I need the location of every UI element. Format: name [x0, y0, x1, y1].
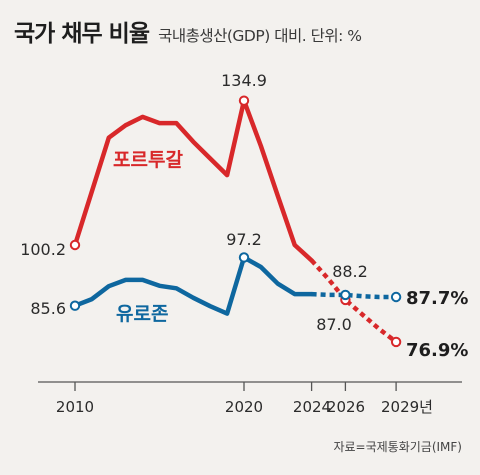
eurozone-point-2010	[69, 300, 81, 311]
eurozone-point-2029	[390, 291, 402, 303]
eurozone-2026-label: 88.2	[332, 262, 368, 281]
chart-header: 국가 채무 비율 국내총생산(GDP) 대비. 단위: %	[14, 14, 362, 48]
portugal-peak-label: 134.9	[221, 71, 267, 90]
portugal-end-label: 76.9%	[406, 340, 468, 361]
portugal-line-projection	[309, 258, 398, 344]
eurozone-end-label: 87.7%	[406, 288, 468, 309]
x-tick-label-2029: 2029년	[381, 398, 433, 416]
x-tick-label-2010: 2010	[56, 398, 94, 416]
portugal-start-label: 100.2	[20, 240, 66, 259]
portugal-point-2020	[238, 95, 250, 106]
x-tick-label-2026: 2026	[327, 398, 365, 416]
eurozone-start-label: 85.6	[30, 299, 66, 318]
eurozone-line-projection	[311, 291, 397, 300]
chart-title: 국가 채무 비율	[14, 21, 150, 47]
portugal-line-actual	[72, 98, 314, 263]
x-tick-label-2020: 2020	[225, 398, 263, 416]
portugal-series-label: 포르투갈	[113, 149, 183, 171]
portugal-point-2029	[390, 336, 402, 348]
chart-subtitle: 국내총생산(GDP) 대비. 단위: %	[158, 27, 362, 45]
x-tick-label-2024: 2024	[293, 398, 331, 416]
portugal-point-2010	[69, 239, 81, 251]
eurozone-point-2026	[340, 289, 351, 301]
portugal-2026-label: 87.0	[316, 315, 352, 334]
eurozone-peak-label: 97.2	[226, 230, 262, 249]
eurozone-series-label: 유로존	[116, 303, 168, 325]
eurozone-point-2020	[238, 252, 250, 263]
eurozone-line-actual	[72, 255, 314, 316]
source-note: 자료=국제통화기금(IMF)	[333, 440, 462, 454]
